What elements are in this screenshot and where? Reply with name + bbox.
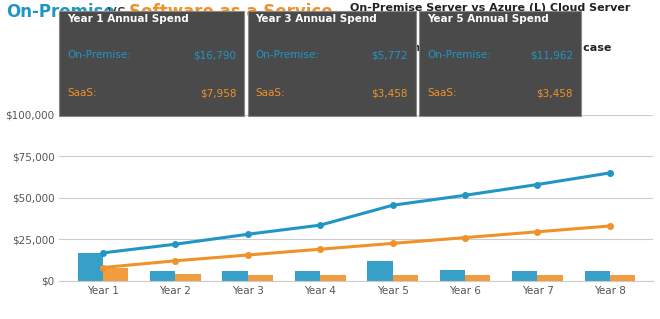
- Text: On-Premise:: On-Premise:: [427, 50, 491, 60]
- Text: SaaS:: SaaS:: [255, 88, 285, 98]
- Bar: [150, 271, 176, 281]
- Text: Year 5 Annual Spend: Year 5 Annual Spend: [427, 14, 548, 24]
- Bar: [537, 275, 563, 281]
- Bar: [320, 275, 346, 281]
- Text: On-Premise Server vs Azure (L) Cloud Server: On-Premise Server vs Azure (L) Cloud Ser…: [350, 3, 630, 13]
- Bar: [103, 268, 128, 281]
- Bar: [176, 274, 201, 281]
- Text: vs.: vs.: [102, 3, 137, 21]
- Bar: [248, 275, 273, 281]
- Text: SaaS:: SaaS:: [67, 88, 97, 98]
- Bar: [440, 271, 465, 281]
- Bar: [222, 271, 248, 281]
- Bar: [393, 275, 418, 281]
- Text: Software as a Service: Software as a Service: [129, 3, 333, 21]
- Text: On-Premise: On-Premise: [7, 3, 115, 21]
- Text: Year 3 Annual Spend: Year 3 Annual Spend: [255, 14, 377, 24]
- Text: Generic Line of Business app sample case: Generic Line of Business app sample case: [350, 43, 611, 53]
- Bar: [585, 271, 610, 281]
- Bar: [465, 275, 490, 281]
- Bar: [610, 275, 636, 281]
- Bar: [295, 271, 320, 281]
- Bar: [512, 271, 537, 281]
- Text: On-Premise:: On-Premise:: [255, 50, 319, 60]
- Text: $16,790: $16,790: [193, 50, 236, 60]
- Text: On-Premise:: On-Premise:: [67, 50, 131, 60]
- Text: SaaS:: SaaS:: [427, 88, 457, 98]
- Text: $5,772: $5,772: [372, 50, 408, 60]
- Text: $7,958: $7,958: [200, 88, 236, 98]
- Text: Year 1 Annual Spend: Year 1 Annual Spend: [67, 14, 189, 24]
- Text: $3,458: $3,458: [372, 88, 408, 98]
- Bar: [367, 261, 393, 281]
- Text: $11,962: $11,962: [530, 50, 573, 60]
- Text: $3,458: $3,458: [537, 88, 573, 98]
- Bar: [77, 253, 103, 281]
